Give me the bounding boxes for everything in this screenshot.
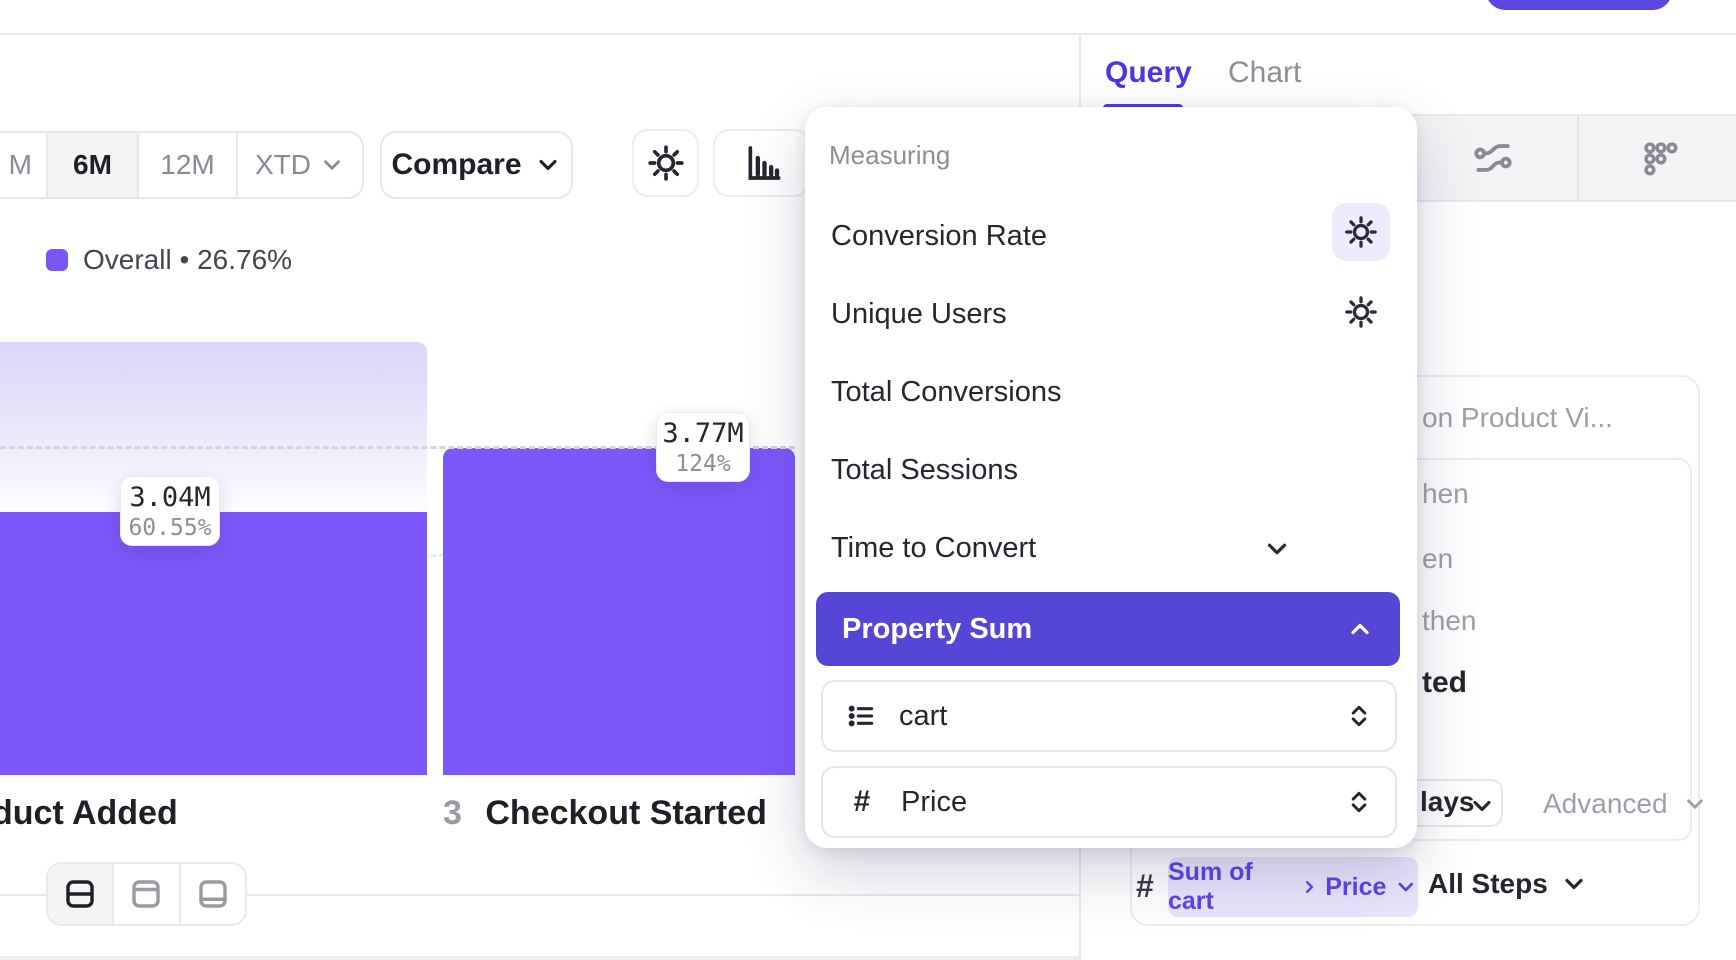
chevron-down-icon[interactable] [1468, 792, 1496, 820]
menu-item-unique-users[interactable]: Unique Users [831, 297, 1007, 330]
layout-top-icon [132, 880, 161, 908]
time-range-m[interactable]: M [0, 133, 48, 197]
step-fragment-3: then [1422, 605, 1477, 636]
legend-value: 26.76% [197, 244, 293, 275]
number-property-icon: # [853, 785, 871, 818]
chart-settings-button[interactable] [632, 129, 699, 197]
chart-legend: Overall • 26.76% [46, 244, 292, 276]
funnel-bar-1-value-callout: 3.04M 60.55% [120, 476, 220, 546]
funnel-bar-2-value-callout: 3.77M 124% [656, 412, 750, 482]
step-fragment-4: ted [1422, 666, 1467, 699]
time-range-group: M 6M 12M XTD [0, 131, 364, 199]
property-event-value: cart [899, 699, 948, 732]
time-to-convert-expand[interactable] [1262, 534, 1292, 564]
chip-event-label: Sum of cart [1168, 858, 1253, 915]
property-name-value: Price [901, 785, 968, 818]
chevron-down-icon [538, 159, 557, 171]
layout-top-panel-button[interactable] [114, 864, 181, 924]
unique-users-settings-button[interactable] [1344, 295, 1378, 329]
all-steps-selector[interactable]: All Steps [1428, 868, 1588, 900]
updown-chevrons-icon [1351, 705, 1367, 727]
conversion-window-label: lays [1420, 786, 1475, 817]
bar-2-conversion: 124% [675, 450, 731, 477]
bar-2-value: 3.77M [662, 417, 744, 449]
tab-chart[interactable]: Chart [1228, 56, 1302, 89]
menu-item-time-to-convert[interactable]: Time to Convert [831, 531, 1037, 564]
top-divider [0, 33, 1736, 35]
measurement-type-hash: # [1136, 868, 1154, 904]
chip-property-label: Price [1325, 872, 1387, 901]
step-fragment-2: en [1422, 543, 1454, 574]
flows-button[interactable] [1471, 136, 1515, 180]
menu-item-total-sessions[interactable]: Total Sessions [831, 453, 1018, 486]
property-sum-chip[interactable]: Sum of cart Price [1168, 857, 1418, 917]
table-edge-strip [0, 956, 1079, 960]
list-icon [848, 705, 874, 727]
step-2-number: 3 [443, 794, 462, 832]
flows-icon [1474, 144, 1512, 172]
chevron-down-icon [1398, 882, 1414, 892]
chevron-up-icon [1351, 623, 1369, 635]
layout-toggle-group [46, 862, 247, 926]
time-range-12m[interactable]: 12M [139, 133, 238, 197]
primary-action-button[interactable] [1486, 0, 1672, 10]
funnel-bar-2[interactable] [443, 448, 795, 775]
funnel-reference-dashed [0, 446, 795, 449]
time-range-xtd[interactable]: XTD [238, 133, 362, 197]
menu-item-conversion-rate[interactable]: Conversion Rate [831, 219, 1047, 252]
updown-chevrons-icon [1351, 791, 1367, 813]
funnel-step-label-2: 3 Checkout Started [443, 794, 767, 833]
legend-separator: • [179, 244, 190, 275]
bar-chart-icon [748, 146, 780, 180]
dots-grid-icon [1644, 142, 1678, 176]
menu-item-total-conversions[interactable]: Total Conversions [831, 375, 1062, 408]
query-card-header: on Product Vi... [1422, 402, 1613, 433]
property-name-select[interactable]: # Price [821, 766, 1397, 838]
chevron-right-icon [1305, 881, 1313, 893]
chevron-down-icon [1686, 799, 1703, 809]
compare-button[interactable]: Compare [380, 131, 573, 199]
chart-type-button[interactable] [713, 129, 810, 197]
compare-label: Compare [391, 148, 522, 181]
gear-icon [1345, 296, 1377, 328]
tab-query[interactable]: Query [1105, 56, 1192, 89]
bar-1-value: 3.04M [129, 481, 211, 513]
time-range-xtd-label: XTD [255, 149, 311, 180]
layout-bottom-panel-button[interactable] [181, 864, 245, 924]
advanced-menu[interactable]: Advanced [1543, 788, 1708, 820]
funnel-bar-1[interactable] [0, 512, 427, 775]
measuring-header: Measuring [829, 140, 951, 170]
step-1-name: duct Added [0, 794, 178, 832]
toolbar-separator [1577, 116, 1579, 200]
gear-icon [647, 145, 684, 181]
property-sum-label: Property Sum [842, 612, 1033, 645]
chevron-down-icon [324, 160, 340, 170]
bar-1-conversion: 60.55% [128, 514, 212, 541]
property-event-select[interactable]: cart [821, 680, 1397, 752]
gear-icon [1345, 216, 1377, 248]
funnel-step-label-1: duct Added [0, 794, 178, 833]
all-steps-label: All Steps [1428, 868, 1548, 899]
conversion-rate-settings-button[interactable] [1332, 203, 1390, 261]
chart-footer-divider [0, 894, 1079, 896]
chevron-down-icon [1267, 543, 1287, 555]
layout-split-icon [66, 880, 94, 908]
layout-split-horizontal-button[interactable] [48, 864, 115, 924]
layout-bottom-icon [199, 880, 227, 908]
step-2-name: Checkout Started [485, 794, 767, 832]
legend-swatch [46, 249, 68, 271]
time-range-6m[interactable]: 6M [48, 133, 139, 197]
legend-series: Overall [83, 244, 172, 275]
step-fragment-1: hen [1422, 478, 1469, 509]
legend-label: Overall • 26.76% [83, 244, 292, 276]
chevron-down-icon [1565, 878, 1583, 890]
advanced-label: Advanced [1543, 788, 1668, 819]
menu-item-property-sum-selected[interactable]: Property Sum [816, 592, 1400, 666]
breakdown-button[interactable] [1638, 136, 1682, 180]
